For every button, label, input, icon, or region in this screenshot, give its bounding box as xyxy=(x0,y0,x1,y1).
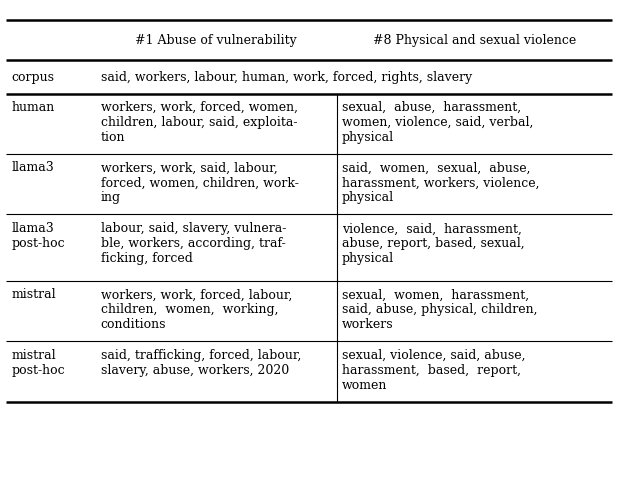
Text: sexual,  abuse,  harassment,
women, violence, said, verbal,
physical: sexual, abuse, harassment, women, violen… xyxy=(342,101,533,144)
Text: human: human xyxy=(11,101,54,114)
Text: labour, said, slavery, vulnera-
ble, workers, according, traf-
ficking, forced: labour, said, slavery, vulnera- ble, wor… xyxy=(101,222,286,265)
Text: workers, work, forced, labour,
children,  women,  working,
conditions: workers, work, forced, labour, children,… xyxy=(101,288,292,331)
Text: violence,  said,  harassment,
abuse, report, based, sexual,
physical: violence, said, harassment, abuse, repor… xyxy=(342,222,525,265)
Text: said, trafficking, forced, labour,
slavery, abuse, workers, 2020: said, trafficking, forced, labour, slave… xyxy=(101,349,301,376)
Text: workers, work, said, labour,
forced, women, children, work-
ing: workers, work, said, labour, forced, wom… xyxy=(101,162,298,205)
Text: corpus: corpus xyxy=(11,71,54,83)
Text: said,  women,  sexual,  abuse,
harassment, workers, violence,
physical: said, women, sexual, abuse, harassment, … xyxy=(342,162,540,205)
Text: sexual, violence, said, abuse,
harassment,  based,  report,
women: sexual, violence, said, abuse, harassmen… xyxy=(342,349,525,392)
Text: llama3
post-hoc: llama3 post-hoc xyxy=(11,222,65,250)
Text: mistral: mistral xyxy=(11,288,56,301)
Text: #8 Physical and sexual violence: #8 Physical and sexual violence xyxy=(373,34,576,46)
Text: said, workers, labour, human, work, forced, rights, slavery: said, workers, labour, human, work, forc… xyxy=(101,71,472,83)
Text: sexual,  women,  harassment,
said, abuse, physical, children,
workers: sexual, women, harassment, said, abuse, … xyxy=(342,288,537,331)
Text: llama3: llama3 xyxy=(11,162,54,174)
Text: workers, work, forced, women,
children, labour, said, exploita-
tion: workers, work, forced, women, children, … xyxy=(101,101,298,144)
Text: #1 Abuse of vulnerability: #1 Abuse of vulnerability xyxy=(135,34,297,46)
Text: mistral
post-hoc: mistral post-hoc xyxy=(11,349,65,376)
